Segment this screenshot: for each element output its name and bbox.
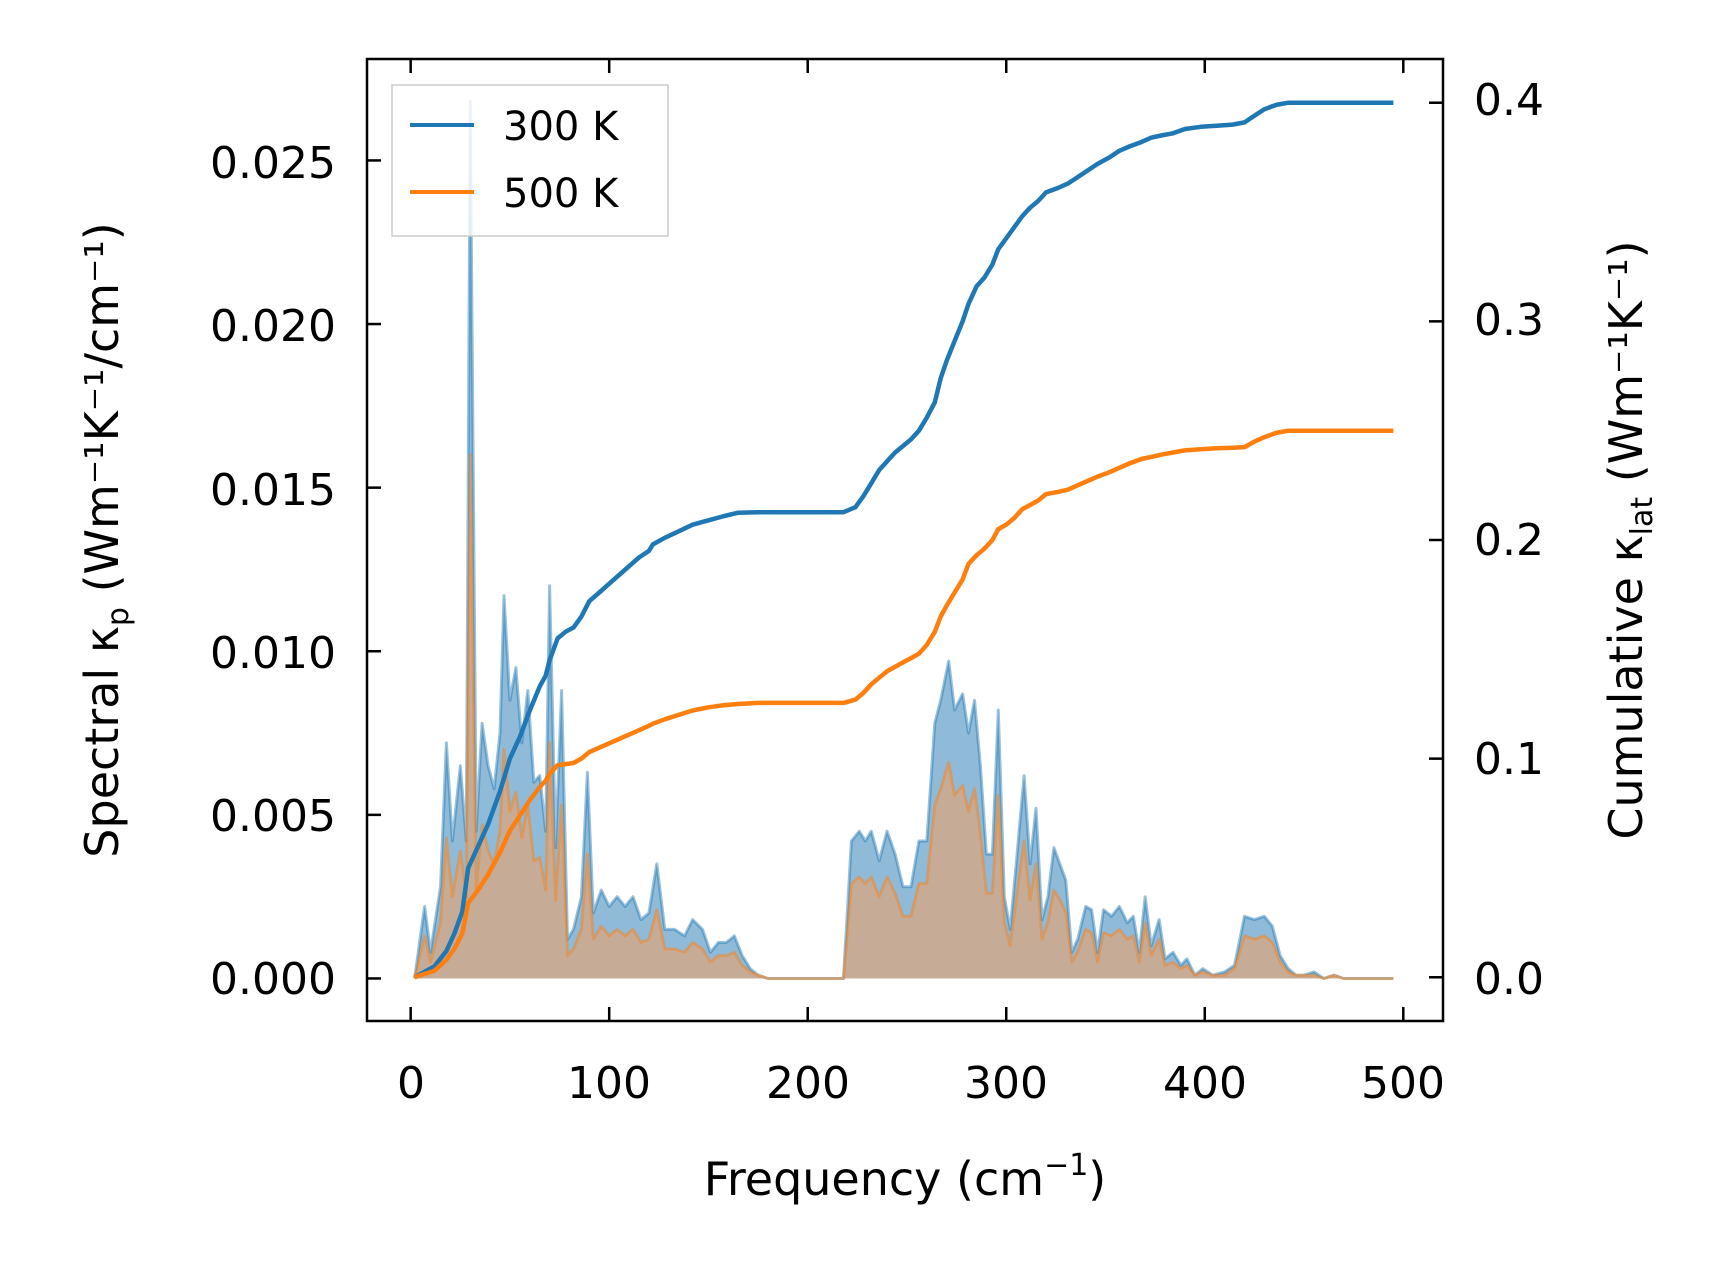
y-right-axis-label-sub: lat bbox=[1625, 497, 1660, 536]
y-left-tick-label-2: 0.010 bbox=[210, 628, 336, 679]
y-left-axis-label-units: (Wm⁻¹K⁻¹/cm⁻¹) bbox=[75, 222, 129, 607]
y-right-axis-label-units: (Wm⁻¹K⁻¹) bbox=[1599, 240, 1653, 496]
y-right-tick-label-4: 0.4 bbox=[1474, 75, 1544, 126]
y-right-axis-label: Cumulative κlat (Wm⁻¹K⁻¹) bbox=[1599, 240, 1660, 839]
y-left-tick-label-0: 0.000 bbox=[210, 954, 336, 1005]
y-left-tick-label-3: 0.015 bbox=[210, 465, 336, 516]
y-right-tick-label-2: 0.2 bbox=[1474, 515, 1544, 566]
y-left-axis-label: Spectral κp (Wm⁻¹K⁻¹/cm⁻¹) bbox=[75, 222, 136, 857]
x-tick-label-1: 100 bbox=[567, 1058, 651, 1109]
cumulative-line-300k bbox=[413, 100, 1394, 980]
spectral-line-500k bbox=[413, 453, 1394, 980]
x-axis-label-sup: −1 bbox=[1044, 1148, 1088, 1183]
cumulative-line-500k bbox=[413, 428, 1394, 980]
y-right-tick-label-3: 0.3 bbox=[1474, 295, 1544, 346]
x-tick-label-4: 400 bbox=[1163, 1058, 1247, 1109]
legend-label-300k: 300 K bbox=[503, 104, 620, 150]
x-axis-label-end: ) bbox=[1088, 1152, 1106, 1206]
y-left-tick-labels: 0.000 0.005 0.010 0.015 0.020 0.025 bbox=[210, 138, 336, 1005]
spectral-fill-500k bbox=[414, 454, 1394, 979]
x-tick-label-5: 500 bbox=[1361, 1058, 1445, 1109]
x-tick-label-0: 0 bbox=[397, 1058, 425, 1109]
legend-label-500k: 500 K bbox=[503, 171, 620, 217]
x-tick-label-3: 300 bbox=[964, 1058, 1048, 1109]
tick-marks bbox=[367, 59, 1443, 1021]
y-right-tick-label-0: 0.0 bbox=[1474, 954, 1544, 1005]
y-left-tick-label-1: 0.005 bbox=[210, 791, 336, 842]
x-axis-label-main: Frequency (cm bbox=[704, 1152, 1044, 1206]
legend: 300 K 500 K bbox=[391, 84, 669, 237]
y-right-tick-label-1: 0.1 bbox=[1474, 734, 1544, 785]
x-tick-labels: 0 100 200 300 400 500 bbox=[397, 1058, 1445, 1109]
y-right-tick-labels: 0.0 0.1 0.2 0.3 0.4 bbox=[1474, 75, 1544, 1005]
y-left-axis-label-main: Spectral κ bbox=[75, 626, 129, 858]
y-left-axis-label-sub: p bbox=[101, 607, 136, 626]
y-left-tick-label-5: 0.025 bbox=[210, 138, 336, 189]
cumulative-lines bbox=[413, 100, 1394, 980]
x-tick-label-2: 200 bbox=[766, 1058, 850, 1109]
legend-box bbox=[391, 84, 669, 237]
y-left-tick-label-4: 0.020 bbox=[210, 301, 336, 352]
y-right-axis-label-main: Cumulative κ bbox=[1599, 535, 1653, 839]
x-axis-label: Frequency (cm−1) bbox=[704, 1148, 1107, 1206]
